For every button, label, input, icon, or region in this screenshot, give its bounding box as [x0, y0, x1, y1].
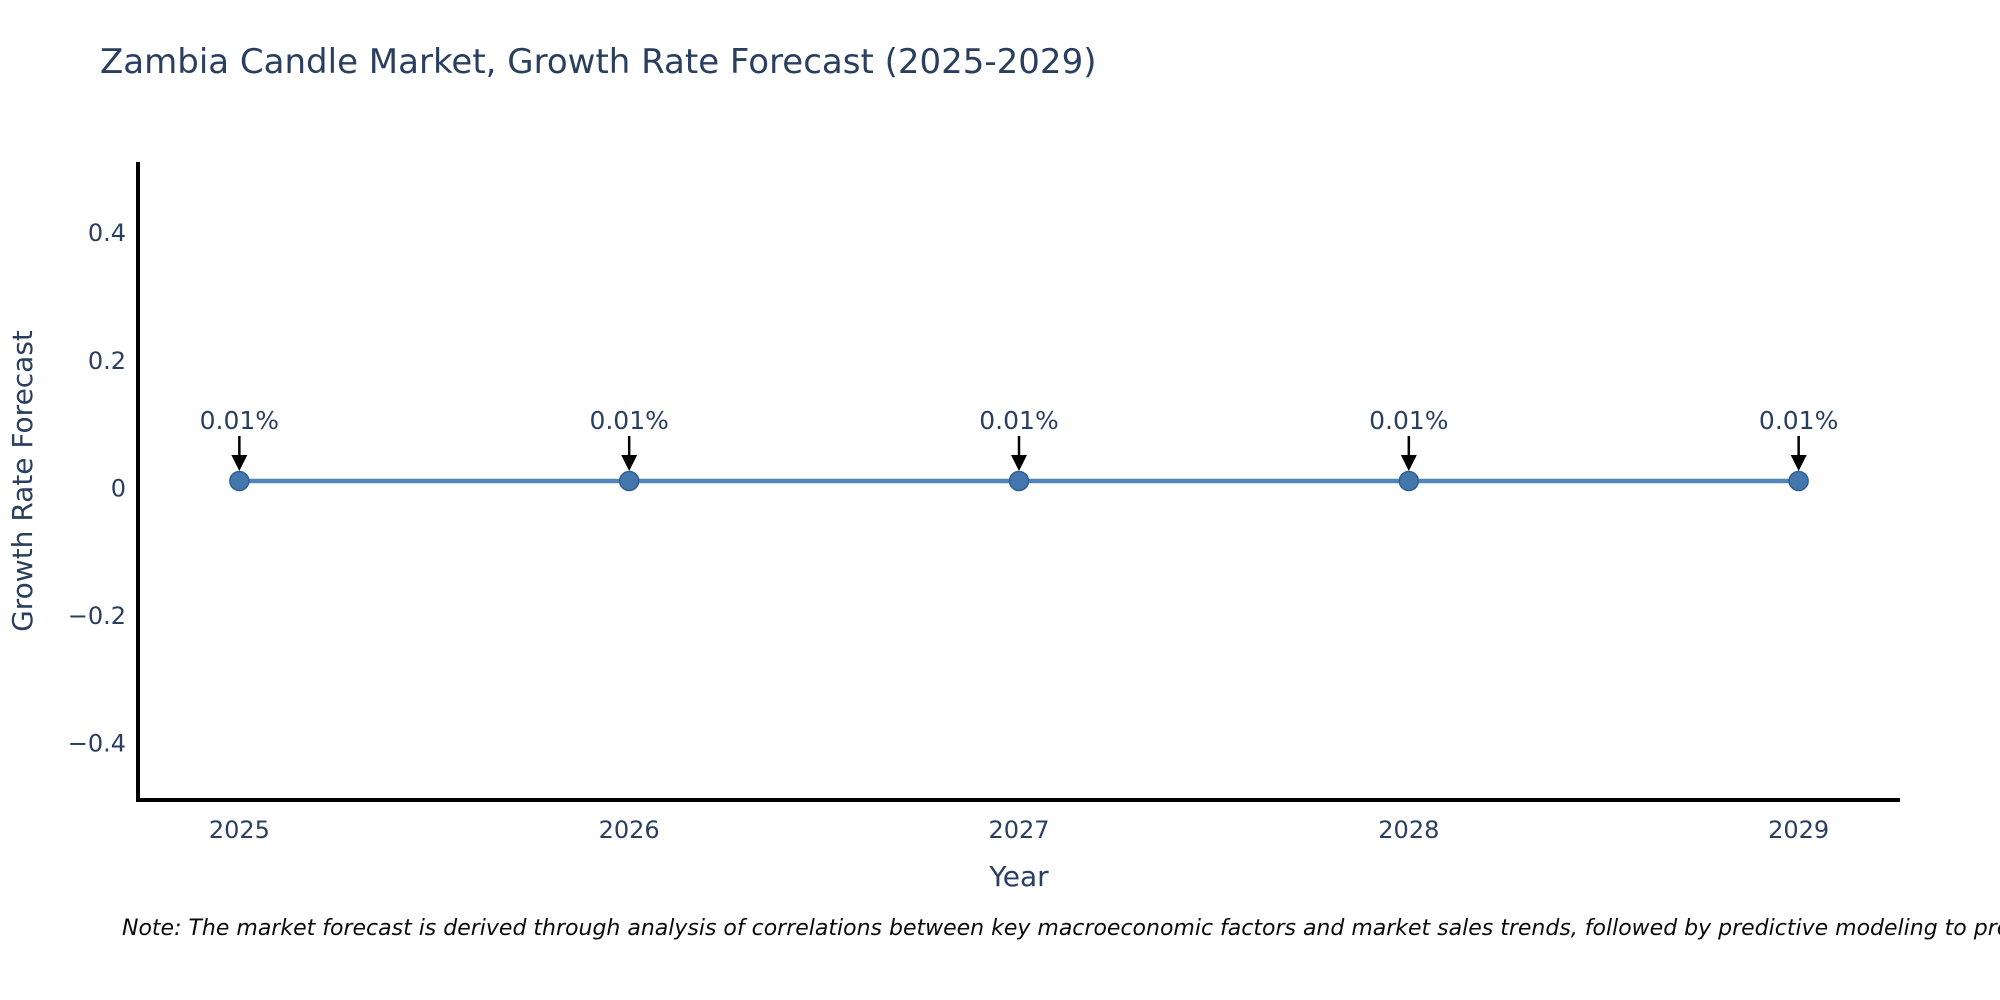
annotation-arrow-head	[1790, 455, 1807, 471]
x-tick-label: 2028	[1378, 816, 1439, 844]
data-point-marker[interactable]	[229, 470, 250, 492]
annotation-arrow-head	[1011, 455, 1027, 471]
data-point-marker[interactable]	[618, 470, 640, 492]
x-tick-label: 2025	[209, 816, 270, 844]
data-point-marker[interactable]	[1008, 470, 1030, 492]
y-tick-label: 0.2	[88, 347, 126, 375]
annotation-label: 0.01%	[200, 406, 279, 435]
x-axis-title: Year	[988, 860, 1049, 893]
y-tick-label: −0.4	[68, 730, 126, 758]
y-axis-title: Growth Rate Forecast	[6, 330, 39, 632]
data-point-marker[interactable]	[1398, 470, 1420, 492]
annotation-arrow-head	[621, 455, 638, 471]
annotation-label: 0.01%	[1369, 406, 1448, 435]
annotation-label: 0.01%	[1759, 406, 1838, 435]
y-tick-label: 0	[111, 474, 126, 502]
x-tick-label: 2029	[1768, 816, 1829, 844]
annotation-arrow-head	[1400, 455, 1417, 471]
x-tick-label: 2026	[599, 816, 660, 844]
chart-title: Zambia Candle Market, Growth Rate Foreca…	[100, 42, 1097, 82]
footnote-text: Note: The market forecast is derived thr…	[122, 916, 2000, 941]
data-point-marker[interactable]	[1788, 470, 1809, 492]
annotation-arrow-head	[231, 455, 248, 471]
y-tick-label: −0.2	[68, 602, 126, 630]
annotation-label: 0.01%	[979, 406, 1058, 435]
x-tick-label: 2027	[988, 816, 1049, 844]
y-tick-label: 0.4	[88, 219, 126, 247]
annotation-label: 0.01%	[589, 406, 668, 435]
